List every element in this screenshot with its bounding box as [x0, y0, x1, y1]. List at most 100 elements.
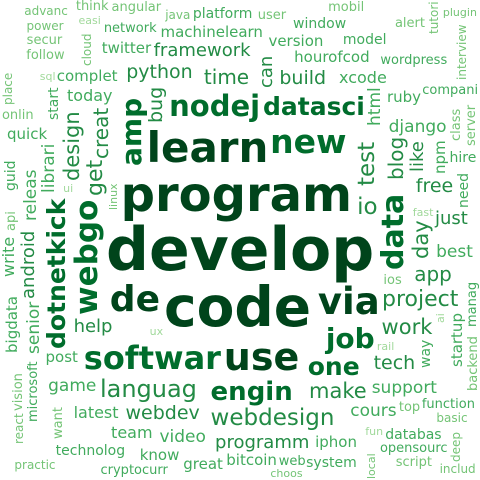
cloud-word: react — [11, 413, 26, 444]
cloud-word: today — [67, 86, 113, 106]
cloud-word: interview — [455, 24, 470, 81]
cloud-word: class — [448, 108, 464, 141]
cloud-word: time — [203, 64, 250, 89]
cloud-word: iphon — [315, 433, 357, 452]
cloud-word: databas — [385, 426, 442, 443]
cloud-word: use — [223, 335, 300, 380]
cloud-word: languag — [99, 375, 197, 404]
cloud-word: network — [103, 20, 157, 36]
cloud-word: platform — [192, 6, 253, 23]
cloud-word: choos — [270, 467, 303, 480]
cloud-word: develop — [106, 215, 375, 285]
cloud-word: hire — [449, 150, 477, 167]
cloud-word: script — [395, 455, 432, 471]
cloud-word: window — [293, 15, 347, 32]
cloud-word: ios — [383, 272, 402, 288]
cloud-word: just — [435, 208, 468, 230]
cloud-word: java — [165, 7, 191, 22]
cloud-word: day — [409, 219, 434, 259]
cloud-word: backend — [465, 335, 480, 391]
cloud-word: io — [357, 194, 378, 221]
cloud-word: top — [398, 399, 421, 415]
cloud-word: creat — [89, 108, 114, 160]
cloud-word: place — [1, 72, 16, 105]
cloud-word: wordpress — [380, 53, 448, 69]
cloud-word: framework — [153, 39, 251, 61]
cloud-word: basic — [436, 411, 468, 426]
cloud-word: amp — [114, 98, 148, 167]
cloud-word: programm — [215, 431, 310, 453]
cloud-word: softwar — [83, 338, 221, 377]
cloud-word: webgo — [68, 199, 105, 315]
cloud-word: ai — [433, 313, 447, 324]
cloud-word: write — [0, 236, 19, 277]
cloud-word: releas — [20, 169, 41, 222]
cloud-word: bug — [145, 86, 168, 123]
cloud-word: quick — [7, 125, 48, 144]
cloud-word: xcode — [339, 67, 387, 87]
cloud-word: like — [406, 141, 428, 173]
cloud-word: follow — [26, 47, 65, 63]
cloud-word: startup — [448, 312, 467, 367]
cloud-word: rail — [376, 339, 395, 353]
cloud-word: bigdata — [2, 295, 21, 353]
cloud-word: api — [3, 210, 19, 231]
cloud-word: web — [278, 453, 306, 469]
cloud-word: ruby — [386, 88, 422, 107]
cloud-word: complet — [56, 66, 118, 85]
cloud-word: alert — [394, 15, 425, 31]
cloud-word: plugin — [442, 6, 477, 20]
cloud-word: manag — [465, 281, 480, 327]
cloud-word: great — [183, 454, 223, 473]
cloud-word: post — [45, 348, 78, 367]
cloud-word: microsoft — [26, 361, 42, 423]
cloud-word: via — [317, 280, 380, 324]
cloud-word: linux — [107, 183, 121, 211]
cloud-word: deep — [449, 431, 464, 462]
cloud-word: help — [73, 316, 113, 338]
cloud-word: server — [464, 104, 480, 146]
cloud-word: way — [418, 339, 435, 369]
cloud-word: data — [376, 193, 412, 270]
cloud-word: senior — [24, 301, 45, 354]
cloud-word: program — [120, 167, 353, 224]
cloud-word: learn — [146, 123, 269, 173]
cloud-word: opensourc — [379, 441, 448, 457]
cloud-word: can — [255, 55, 277, 88]
cloud-word: ux — [149, 325, 164, 339]
cloud-word: bitcoin — [226, 450, 277, 469]
cloud-word: work — [381, 314, 433, 339]
cloud-word: python — [126, 61, 193, 84]
cloud-word: vision — [10, 373, 26, 412]
cloud-word: think — [75, 0, 109, 15]
cloud-word: mobil — [328, 0, 365, 16]
cloud-word: new — [270, 122, 347, 162]
cloud-word: tutori — [427, 1, 442, 34]
cloud-word: code — [164, 275, 312, 340]
cloud-word: onlin — [1, 108, 34, 124]
cloud-word: local — [365, 453, 379, 479]
cloud-word: cours — [350, 401, 397, 421]
cloud-word: tech — [373, 352, 416, 374]
cloud-word: guid — [3, 160, 20, 191]
cloud-word: make — [309, 378, 367, 403]
cloud-word: ui — [63, 182, 74, 196]
cloud-word: need — [455, 173, 472, 209]
cloud-word: team — [111, 422, 153, 442]
cloud-word: cryptocurr — [100, 463, 168, 479]
cloud-word: design — [60, 111, 85, 182]
cloud-word: npm — [430, 140, 449, 174]
cloud-word: compani — [422, 83, 479, 99]
cloud-word: want — [51, 407, 67, 439]
cloud-word: webdesign — [210, 405, 335, 432]
cloud-word: know — [139, 445, 180, 464]
cloud-word: django — [388, 116, 447, 137]
cloud-word: de — [109, 278, 160, 320]
cloud-word: user — [257, 7, 287, 23]
cloud-word: technolog — [55, 442, 126, 459]
cloud-word: game — [48, 376, 97, 397]
cloud-word: start — [46, 87, 63, 120]
cloud-word: practic — [14, 457, 56, 472]
cloud-word: webdev — [125, 402, 200, 425]
